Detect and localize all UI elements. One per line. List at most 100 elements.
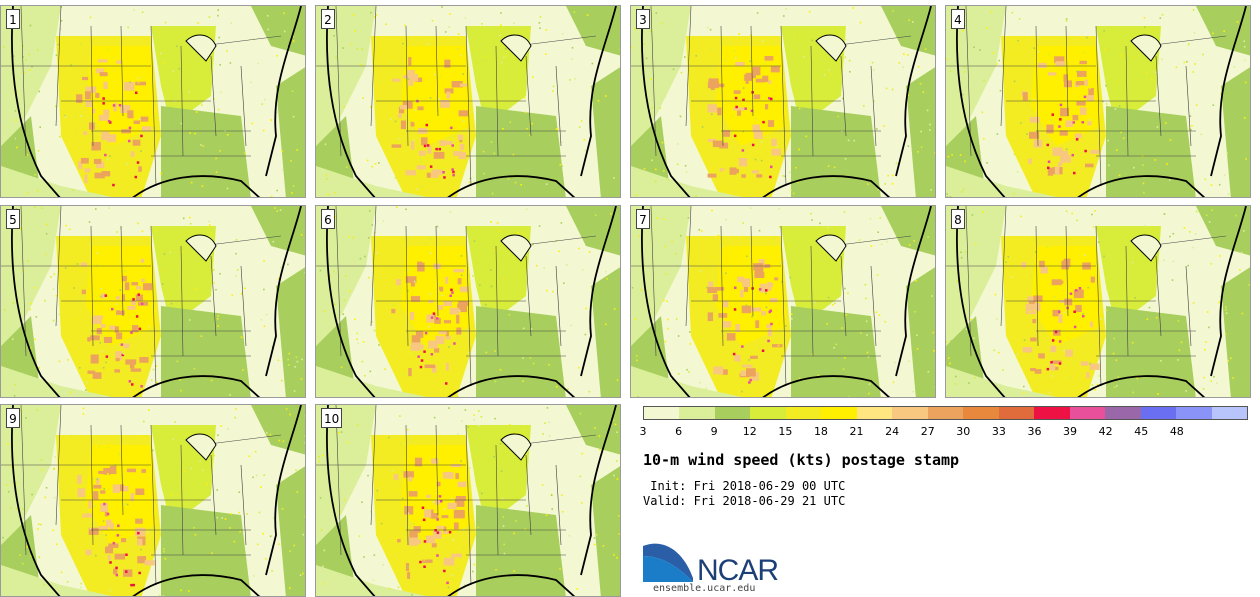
wind-speckle [780,262,783,265]
wind-gust-dot [115,566,118,570]
wind-speckle [260,486,262,488]
wind-patch [98,470,108,474]
map-panel-1[interactable]: 1 [0,5,306,198]
wind-speckle [877,188,880,191]
wind-gust-dot [138,327,142,331]
map-panel-3[interactable]: 3 [630,5,936,198]
wind-speckle [773,236,775,238]
wind-speckle [13,96,15,99]
wind-speckle [1117,79,1120,82]
wind-speckle [19,228,22,230]
wind-speckle [907,145,910,147]
map-panel-10[interactable]: 10 [315,404,621,597]
wind-patch [130,151,135,157]
wind-speckle [598,435,601,437]
wind-patch [131,282,138,286]
wind-speckle [390,118,392,120]
wind-patch [761,311,766,316]
wind-patch [141,126,151,132]
wind-speckle [1106,103,1108,105]
map-panel-5[interactable]: 5 [0,205,306,398]
wind-speckle [1208,326,1210,329]
wind-speckle [34,174,36,176]
wind-speckle [613,308,616,310]
state-line [650,6,657,157]
wind-speckle [188,319,191,321]
wind-region [1196,206,1250,256]
wind-speckle [946,193,948,195]
wind-gust-dot [768,97,771,100]
wind-speckle [711,375,713,378]
wind-speckle [411,593,413,596]
wind-speckle [189,132,191,134]
wind-speckle [503,56,505,59]
map-panel-4[interactable]: 4 [945,5,1251,198]
wind-speckle [635,194,638,196]
map-panel-7[interactable]: 7 [630,205,936,398]
wind-speckle [58,313,60,316]
wind-speckle [1220,93,1222,95]
map-panel-8[interactable]: 8 [945,205,1251,398]
wind-speckle [160,52,162,55]
wind-speckle [405,208,407,211]
wind-speckle [805,135,808,138]
wind-patch [758,259,765,266]
wind-speckle [695,195,697,197]
wind-speckle [319,269,322,272]
map-panel-6[interactable]: 6 [315,205,621,398]
wind-speckle [1039,87,1041,89]
wind-speckle [356,338,358,340]
wind-speckle [468,467,471,469]
wind-speckle [361,19,364,22]
wind-speckle [413,523,415,525]
wind-speckle [843,211,846,213]
wind-gust-dot [137,531,140,535]
colorbar-tick-label: 15 [778,425,793,438]
wind-speckle [180,589,182,592]
wind-patch [93,315,104,320]
map-panel-9[interactable]: 9 [0,404,306,597]
wind-speckle [25,59,28,61]
wind-speckle [277,359,280,362]
wind-patch [458,152,466,160]
colorbar-segment [1105,407,1141,419]
wind-speckle [190,181,193,184]
wind-speckle [292,185,295,187]
wind-speckle [1017,353,1019,355]
state-boundaries [631,6,912,187]
wind-gust-dot [423,540,427,543]
wind-speckle [724,59,726,62]
state-line [90,424,94,546]
wind-patch [723,300,729,308]
wind-speckle [202,145,205,147]
wind-speckle [499,230,502,233]
wind-speckle [1227,360,1229,362]
colorbar-tick-label: 48 [1169,425,1184,438]
wind-gust-dot [1078,287,1082,290]
map-panel-2[interactable]: 2 [315,5,621,198]
wind-speckle [129,178,132,180]
wind-speckle [263,288,265,291]
wind-gust-dot [733,308,737,311]
wind-speckle [70,64,72,66]
wind-patch [1050,345,1057,353]
wind-speckle [654,227,656,229]
wind-patch [96,161,105,169]
wind-speckle [361,360,364,363]
wind-speckle [1116,149,1118,151]
wind-speckle [689,331,691,333]
wind-speckle [588,251,591,253]
wind-speckle [215,288,217,291]
wind-patch [735,324,740,332]
wind-gust-dot [761,349,765,352]
wind-speckle [795,167,797,169]
wind-speckle [1029,311,1031,313]
wind-speckle [545,183,548,185]
colorbar-segment [785,407,822,419]
wind-speckle [147,437,149,439]
state-line [1095,25,1102,187]
wind-speckle [406,428,409,431]
wind-speckle [141,76,144,78]
wind-patch [737,107,741,116]
wind-speckle [162,595,165,596]
